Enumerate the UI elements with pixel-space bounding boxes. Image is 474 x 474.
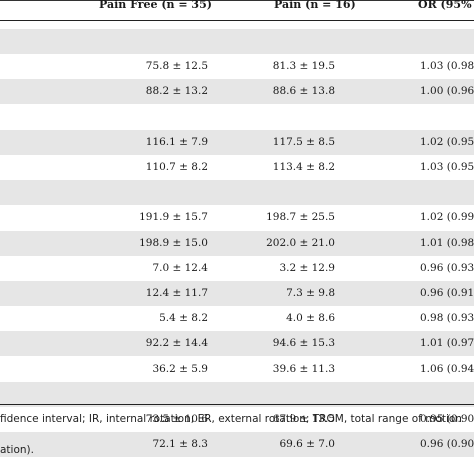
cell-odds-ratio: 0.96 (0.93 — [420, 261, 474, 274]
cell-pain-free: 198.9 ± 15.0 — [139, 236, 208, 249]
table-row: 5.4 ± 8.2 4.0 ± 8.6 0.98 (0.93 — [0, 306, 474, 331]
table-bottom-rule — [0, 404, 474, 405]
cell-odds-ratio: 0.96 (0.90 — [420, 438, 474, 451]
cell-pain: 69.6 ± 7.0 — [279, 438, 335, 451]
cell-odds-ratio: 1.03 (0.95 — [420, 161, 474, 173]
cell-odds-ratio: 0.95 (0.90 — [420, 413, 474, 425]
cell-pain-free: 12.4 ± 11.7 — [145, 287, 208, 299]
cell-pain: 88.6 ± 13.8 — [272, 85, 335, 98]
cell-pain-free: 73.5 ± 10.6 — [145, 413, 208, 425]
cell-pain-free: 88.2 ± 13.2 — [145, 85, 208, 98]
cell-pain-free: 5.4 ± 8.2 — [159, 312, 208, 325]
table-row: 73.5 ± 10.6 67.9 ± 13.5 0.95 (0.90 — [0, 407, 474, 432]
table-row: 92.2 ± 14.4 94.6 ± 15.3 1.01 (0.97 — [0, 331, 474, 357]
header-odds-ratio: OR (95% — [418, 0, 472, 11]
table-row: 191.9 ± 15.7 198.7 ± 25.5 1.02 (0.99 — [0, 205, 474, 230]
table-row: 12.4 ± 11.7 7.3 ± 9.8 0.96 (0.91 — [0, 281, 474, 306]
table-row — [0, 105, 474, 130]
table-row: 7.0 ± 12.4 3.2 ± 12.9 0.96 (0.93 — [0, 256, 474, 281]
cell-pain: 113.4 ± 8.2 — [272, 161, 335, 173]
cell-pain: 81.3 ± 19.5 — [272, 60, 335, 73]
cell-pain: 202.0 ± 21.0 — [266, 236, 335, 249]
table-row: 75.8 ± 12.5 81.3 ± 19.5 1.03 (0.98 — [0, 54, 474, 79]
footnote-line-1: fidence interval; IR, internal rotation;… — [0, 413, 462, 425]
cell-pain-free: 110.7 ± 8.2 — [145, 161, 208, 173]
cell-odds-ratio: 1.03 (0.98 — [420, 60, 474, 73]
table-row: 36.2 ± 5.9 39.6 ± 11.3 1.06 (0.94 — [0, 357, 474, 382]
table-header: Pain Free (n = 35) Pain (n = 16) OR (95% — [0, 0, 474, 20]
cell-pain: 7.3 ± 9.8 — [286, 287, 335, 299]
table-row — [0, 180, 474, 206]
cell-odds-ratio: 1.02 (0.95 — [420, 135, 474, 148]
table-row: 198.9 ± 15.0 202.0 ± 21.0 1.01 (0.98 — [0, 230, 474, 256]
table-row — [0, 29, 474, 54]
cell-pain: 117.5 ± 8.5 — [272, 135, 335, 148]
table-row: 88.2 ± 13.2 88.6 ± 13.8 1.00 (0.96 — [0, 79, 474, 105]
cell-odds-ratio: 1.00 (0.96 — [420, 85, 474, 98]
header-pain-free: Pain Free (n = 35) — [99, 0, 212, 11]
cell-pain-free: 116.1 ± 7.9 — [145, 135, 208, 148]
table-row: 72.1 ± 8.3 69.6 ± 7.0 0.96 (0.90 — [0, 432, 474, 458]
cell-odds-ratio: 1.02 (0.99 — [420, 211, 474, 224]
table-row: 116.1 ± 7.9 117.5 ± 8.5 1.02 (0.95 — [0, 129, 474, 155]
cell-pain: 94.6 ± 15.3 — [272, 337, 335, 350]
cell-pain: 39.6 ± 11.3 — [272, 362, 335, 375]
cell-odds-ratio: 0.98 (0.93 — [420, 312, 474, 325]
cell-odds-ratio: 1.01 (0.97 — [420, 337, 474, 350]
cell-pain: 67.9 ± 13.5 — [272, 413, 335, 425]
table-row: 110.7 ± 8.2 113.4 ± 8.2 1.03 (0.95 — [0, 155, 474, 180]
header-pain: Pain (n = 16) — [274, 0, 356, 11]
cell-pain-free: 72.1 ± 8.3 — [152, 438, 208, 451]
cell-pain-free: 75.8 ± 12.5 — [145, 60, 208, 73]
cell-pain: 4.0 ± 8.6 — [286, 312, 335, 325]
table-top-rule — [0, 0, 474, 1]
cell-odds-ratio: 1.01 (0.98 — [420, 236, 474, 249]
footnote-line-2: ation). — [0, 444, 34, 456]
cell-pain: 3.2 ± 12.9 — [279, 261, 335, 274]
cell-pain-free: 92.2 ± 14.4 — [145, 337, 208, 350]
cell-odds-ratio: 1.06 (0.94 — [420, 362, 474, 375]
cell-pain-free: 36.2 ± 5.9 — [152, 362, 208, 375]
header-rule — [0, 20, 474, 21]
cell-pain-free: 7.0 ± 12.4 — [152, 261, 208, 274]
cell-pain: 198.7 ± 25.5 — [266, 211, 335, 224]
cell-pain-free: 191.9 ± 15.7 — [139, 211, 208, 224]
cell-odds-ratio: 0.96 (0.91 — [420, 287, 474, 299]
table-row — [0, 381, 474, 407]
